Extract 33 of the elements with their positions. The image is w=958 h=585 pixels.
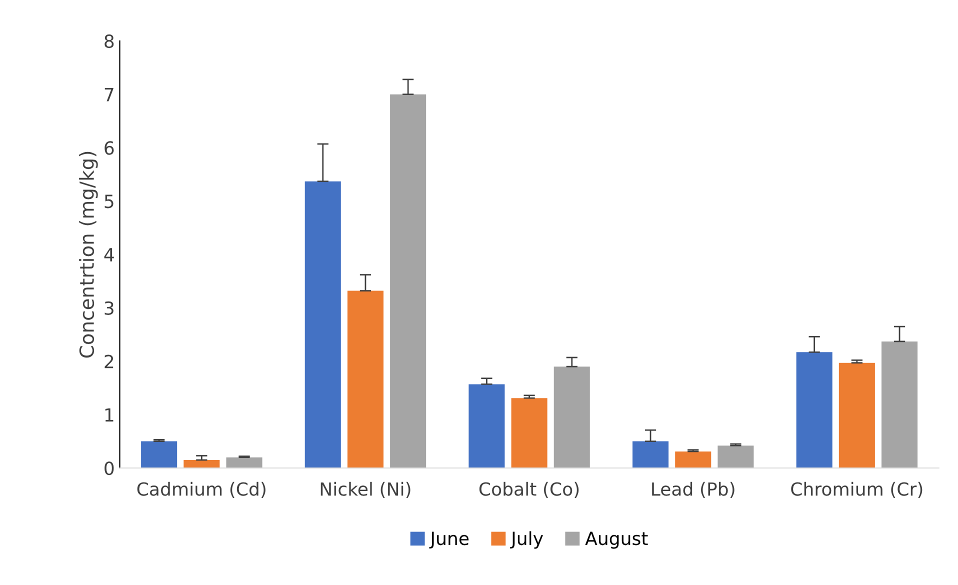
bar [390, 94, 426, 468]
x-tick-label: Chromium (Cr) [791, 482, 922, 498]
y-tick-label: 6 [104, 141, 114, 155]
y-axis-title: Concentrtion (mg/kg) [79, 152, 98, 358]
y-tick-label: 1 [105, 408, 114, 422]
x-tick-label: Cadmium (Cd) [137, 482, 266, 498]
bar [675, 451, 712, 468]
y-tick-label: 3 [104, 301, 114, 315]
legend-label: June [429, 532, 469, 549]
bar [796, 352, 832, 468]
bar [468, 384, 505, 468]
bar [141, 441, 178, 468]
bar [632, 441, 669, 468]
y-tick-label: 4 [104, 248, 114, 262]
x-tick-label: Lead (Pb) [652, 482, 734, 498]
bar [226, 457, 262, 468]
x-tick-label: Cobalt (Co) [479, 482, 579, 498]
bar [718, 446, 754, 468]
bar [304, 181, 341, 468]
y-tick-label: 0 [104, 461, 114, 476]
y-tick-label: 2 [104, 354, 114, 368]
bar [347, 290, 384, 468]
legend-label: July [510, 531, 543, 549]
legend-label: August [585, 532, 648, 549]
bar [838, 362, 875, 468]
y-tick-label: 5 [104, 194, 114, 208]
x-tick-label: Nickel (Ni) [320, 482, 410, 498]
bar [511, 398, 548, 468]
bar [184, 460, 220, 468]
bar [554, 366, 590, 468]
y-tick-label: 8 [104, 34, 114, 48]
bar [882, 341, 918, 468]
y-tick-label: 7 [104, 88, 114, 102]
